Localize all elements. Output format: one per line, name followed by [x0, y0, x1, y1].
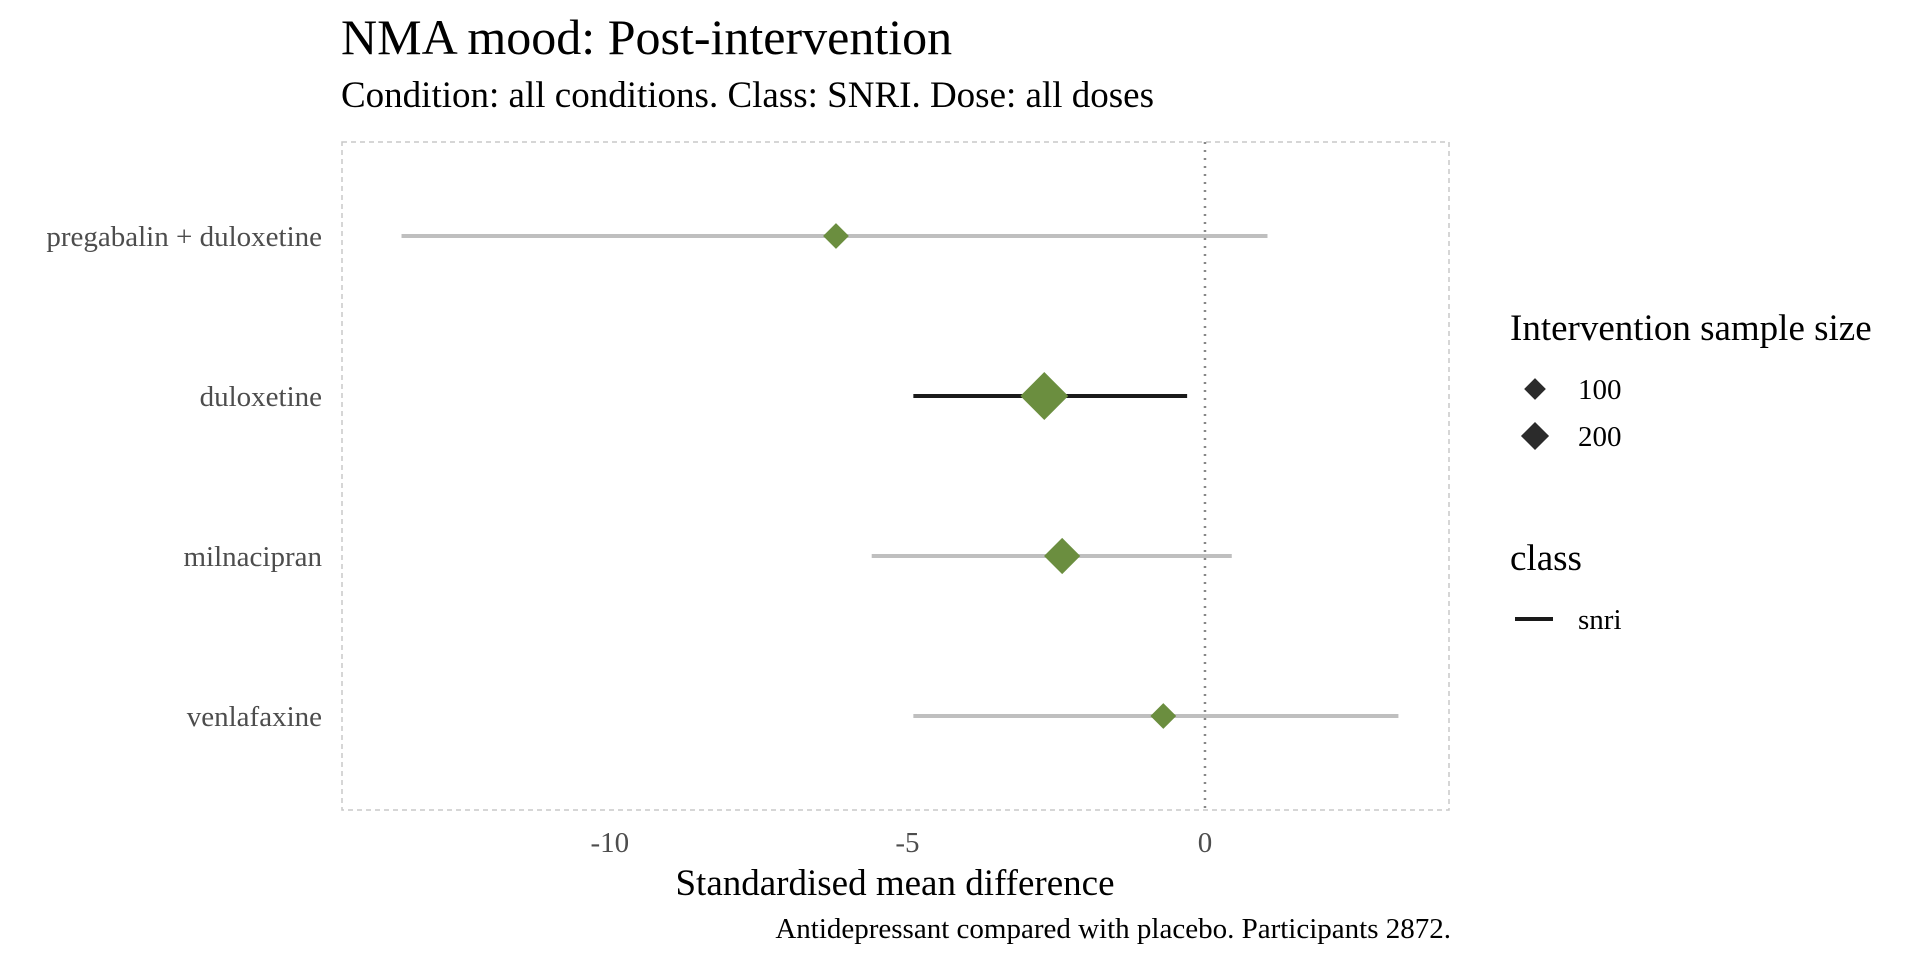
x-tick-label: 0: [1198, 827, 1213, 859]
legend-size-label: 200: [1578, 421, 1622, 453]
x-tick-label: -5: [895, 827, 919, 859]
y-tick-label: pregabalin + duloxetine: [46, 221, 322, 253]
y-tick-label: duloxetine: [200, 381, 322, 413]
legend-size-title: Intervention sample size: [1510, 308, 1872, 349]
forest-row: milnacipran: [183, 537, 1232, 575]
forest-row: duloxetine: [200, 372, 1188, 420]
forest-row: pregabalin + duloxetine: [46, 221, 1268, 253]
legend-size-swatch: [1524, 378, 1546, 400]
estimate-point: [823, 223, 849, 249]
chart-caption: Antidepressant compared with placebo. Pa…: [775, 913, 1451, 945]
legend-size-swatch: [1520, 421, 1550, 451]
chart-subtitle: Condition: all conditions. Class: SNRI. …: [341, 75, 1154, 116]
legend-class-title: class: [1510, 538, 1582, 579]
chart-title: NMA mood: Post-intervention: [341, 9, 953, 65]
forest-row: venlafaxine: [187, 701, 1399, 733]
legend-size-label: 100: [1578, 374, 1622, 406]
y-tick-label: milnacipran: [183, 541, 322, 573]
x-tick-label: -10: [590, 827, 629, 859]
estimate-point: [1150, 703, 1177, 729]
panel-border: [341, 141, 1450, 811]
x-axis-label: Standardised mean difference: [675, 863, 1114, 904]
y-tick-label: venlafaxine: [187, 701, 322, 733]
estimate-point: [1044, 537, 1081, 575]
legend-class-label: snri: [1578, 604, 1622, 636]
estimate-point: [1020, 372, 1069, 420]
